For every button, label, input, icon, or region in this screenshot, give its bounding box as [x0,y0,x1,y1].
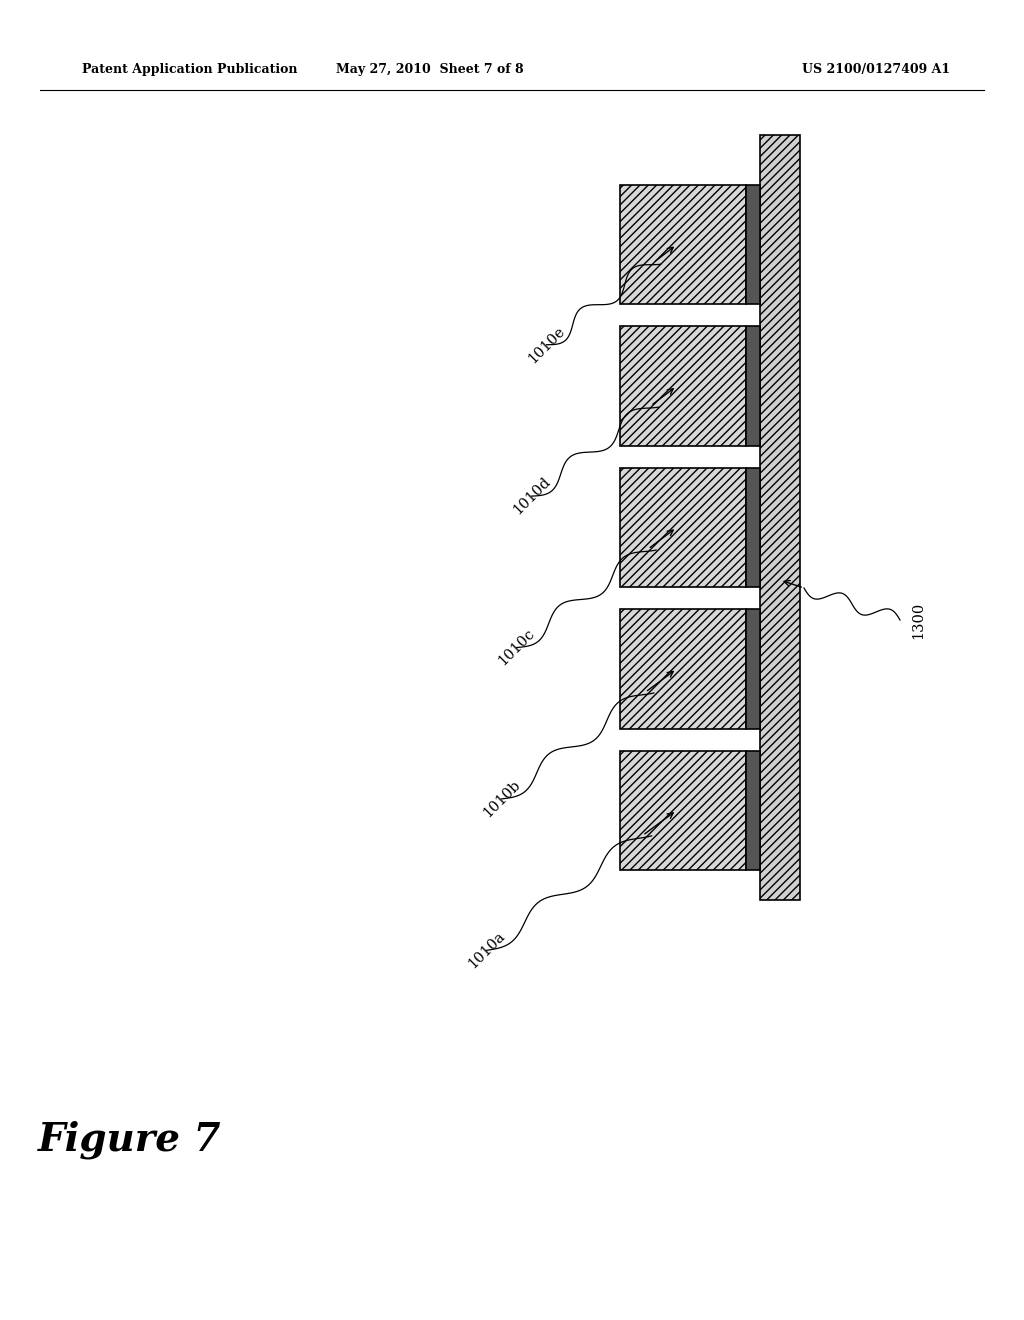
Bar [620,610,746,729]
Bar [620,326,746,446]
Bar [746,326,760,446]
Bar [746,751,760,870]
Bar [746,610,760,729]
Bar [620,467,746,587]
Bar [620,185,746,305]
Text: 1010a: 1010a [466,929,508,972]
Bar [746,185,760,305]
Text: Patent Application Publication: Patent Application Publication [82,63,298,77]
Text: 1300: 1300 [911,602,925,639]
Text: 1010c: 1010c [496,627,538,668]
Bar [760,135,800,900]
Bar [746,467,760,587]
Text: 1010e: 1010e [525,323,567,366]
Text: 1010d: 1010d [510,475,553,517]
Text: May 27, 2010  Sheet 7 of 8: May 27, 2010 Sheet 7 of 8 [336,63,524,77]
Bar [620,751,746,870]
Text: Figure 7: Figure 7 [38,1121,222,1159]
Text: US 2100/0127409 A1: US 2100/0127409 A1 [802,63,950,77]
Text: 1010b: 1010b [480,777,523,820]
